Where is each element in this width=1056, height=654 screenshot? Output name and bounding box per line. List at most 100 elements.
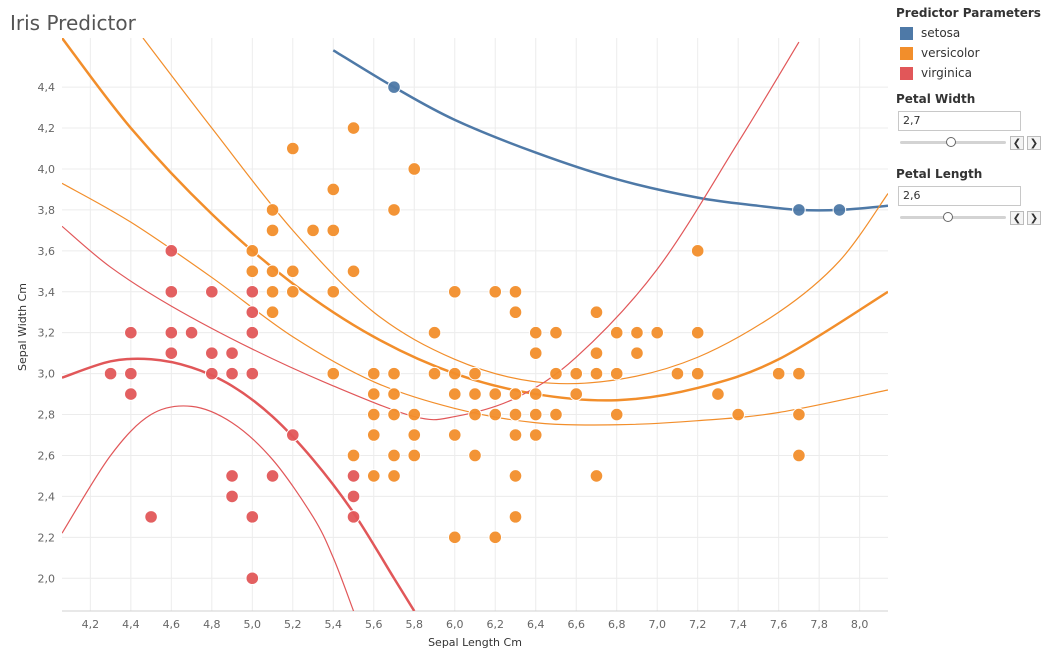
point-versicolor[interactable] <box>609 325 624 340</box>
point-setosa[interactable] <box>792 203 806 217</box>
point-versicolor[interactable] <box>326 366 341 381</box>
point-versicolor[interactable] <box>650 325 665 340</box>
point-versicolor[interactable] <box>468 387 482 401</box>
petal-length-slider-thumb[interactable] <box>942 212 953 222</box>
point-versicolor[interactable] <box>508 387 523 401</box>
point-versicolor[interactable] <box>285 284 300 299</box>
point-versicolor[interactable] <box>407 162 422 176</box>
point-setosa[interactable] <box>832 203 847 217</box>
point-versicolor[interactable] <box>265 264 280 279</box>
point-versicolor[interactable] <box>407 428 422 442</box>
point-versicolor[interactable] <box>407 448 422 463</box>
point-versicolor[interactable] <box>589 366 604 381</box>
point-versicolor[interactable] <box>528 407 543 422</box>
point-versicolor[interactable] <box>447 387 462 401</box>
point-virginica[interactable] <box>124 366 138 381</box>
point-versicolor[interactable] <box>447 284 462 299</box>
point-versicolor[interactable] <box>630 346 644 360</box>
point-virginica[interactable] <box>265 469 280 483</box>
point-virginica[interactable] <box>184 325 199 340</box>
petal-length-next-button[interactable]: ❯ <box>1027 211 1041 225</box>
point-versicolor[interactable] <box>245 264 260 279</box>
point-versicolor[interactable] <box>630 325 644 340</box>
point-versicolor[interactable] <box>447 530 462 545</box>
point-virginica[interactable] <box>205 366 219 381</box>
point-versicolor[interactable] <box>528 428 543 442</box>
point-versicolor[interactable] <box>508 305 523 320</box>
point-versicolor[interactable] <box>265 203 280 217</box>
point-virginica[interactable] <box>225 469 239 483</box>
point-virginica[interactable] <box>225 489 239 504</box>
point-versicolor[interactable] <box>528 346 543 360</box>
point-versicolor[interactable] <box>427 325 442 340</box>
petal-width-input[interactable]: 2,7 <box>898 111 1021 131</box>
point-virginica[interactable] <box>164 346 179 360</box>
point-versicolor[interactable] <box>711 387 725 401</box>
point-virginica[interactable] <box>245 305 260 320</box>
point-versicolor[interactable] <box>346 448 361 463</box>
point-versicolor[interactable] <box>589 469 604 483</box>
point-virginica[interactable] <box>164 284 179 299</box>
point-versicolor[interactable] <box>549 325 563 340</box>
point-virginica[interactable] <box>245 571 260 586</box>
point-versicolor[interactable] <box>285 141 300 156</box>
point-versicolor[interactable] <box>387 407 401 422</box>
petal-length-slider[interactable] <box>900 216 1006 219</box>
point-versicolor[interactable] <box>447 366 462 381</box>
point-versicolor[interactable] <box>387 203 401 217</box>
point-virginica[interactable] <box>245 366 260 381</box>
point-versicolor[interactable] <box>366 387 381 401</box>
point-versicolor[interactable] <box>589 305 604 320</box>
point-versicolor[interactable] <box>508 428 523 442</box>
point-setosa[interactable] <box>387 80 401 94</box>
point-virginica[interactable] <box>245 510 260 524</box>
point-versicolor[interactable] <box>609 407 624 422</box>
point-versicolor[interactable] <box>427 366 442 381</box>
point-versicolor[interactable] <box>326 284 341 299</box>
point-versicolor[interactable] <box>366 366 381 381</box>
point-virginica[interactable] <box>205 284 219 299</box>
point-versicolor[interactable] <box>528 325 543 340</box>
point-versicolor[interactable] <box>488 407 503 422</box>
point-versicolor[interactable] <box>488 284 503 299</box>
point-virginica[interactable] <box>164 244 179 258</box>
point-versicolor[interactable] <box>508 469 523 483</box>
scatter-chart[interactable]: 4,2 4,4 4,6 4,8 5,0 5,2 5,4 5,6 5,8 6,0 6,2 6,4 6,6 6… <box>0 0 890 654</box>
legend-item-versicolor[interactable]: versicolor <box>900 45 980 61</box>
point-versicolor[interactable] <box>387 448 401 463</box>
point-versicolor[interactable] <box>285 264 300 279</box>
point-versicolor[interactable] <box>447 428 462 442</box>
point-versicolor[interactable] <box>346 121 361 135</box>
point-versicolor[interactable] <box>488 387 503 401</box>
point-virginica[interactable] <box>225 346 239 360</box>
point-versicolor[interactable] <box>731 407 745 422</box>
point-virginica[interactable] <box>124 325 138 340</box>
point-virginica[interactable] <box>346 489 361 504</box>
petal-width-slider-thumb[interactable] <box>945 137 956 147</box>
point-virginica[interactable] <box>124 387 138 401</box>
point-versicolor[interactable] <box>792 448 806 463</box>
point-virginica[interactable] <box>164 325 179 340</box>
point-versicolor[interactable] <box>387 387 401 401</box>
petal-length-prev-button[interactable]: ❮ <box>1010 211 1024 225</box>
point-versicolor[interactable] <box>245 244 260 258</box>
point-versicolor[interactable] <box>366 407 381 422</box>
petal-width-next-button[interactable]: ❯ <box>1027 136 1041 150</box>
point-versicolor[interactable] <box>326 223 341 238</box>
point-virginica[interactable] <box>103 366 118 381</box>
point-versicolor[interactable] <box>265 223 280 238</box>
point-virginica[interactable] <box>346 510 361 524</box>
point-versicolor[interactable] <box>549 366 563 381</box>
point-versicolor[interactable] <box>265 305 280 320</box>
point-versicolor[interactable] <box>792 366 806 381</box>
point-versicolor[interactable] <box>508 284 523 299</box>
point-versicolor[interactable] <box>468 448 482 463</box>
point-versicolor[interactable] <box>366 469 381 483</box>
point-versicolor[interactable] <box>589 346 604 360</box>
point-versicolor[interactable] <box>549 407 563 422</box>
point-versicolor[interactable] <box>569 366 584 381</box>
legend-item-virginica[interactable]: virginica <box>900 65 972 81</box>
point-virginica[interactable] <box>245 325 260 340</box>
point-versicolor[interactable] <box>488 530 503 545</box>
point-versicolor[interactable] <box>326 182 341 197</box>
